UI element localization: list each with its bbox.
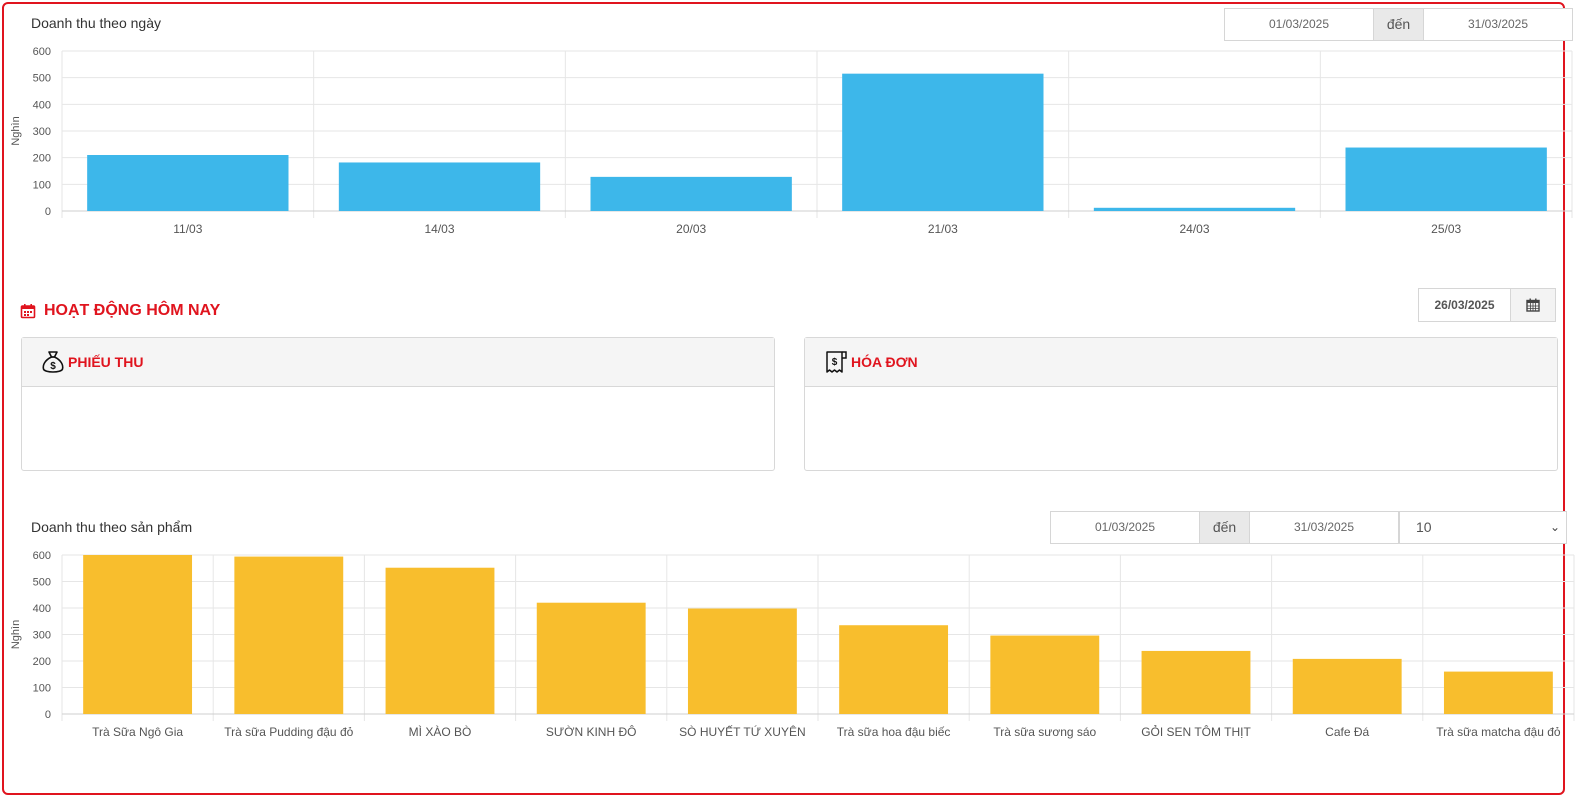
product-date-separator: đến bbox=[1200, 511, 1249, 544]
daily-y-tick-label: 400 bbox=[33, 99, 51, 111]
daily-x-tick-label: 14/03 bbox=[424, 222, 454, 236]
product-bar bbox=[1141, 650, 1251, 714]
daily-revenue-chart: 0 100 200 300 400 500 600 11/03 14/03 20/03 21/03 2… bbox=[10, 46, 1573, 236]
daily-y-tick-label: 300 bbox=[33, 126, 51, 138]
product-chart-title: Doanh thu theo sản phẩm bbox=[31, 519, 193, 535]
daily-y-tick-label: 500 bbox=[33, 73, 51, 85]
product-y-tick-label: 100 bbox=[33, 683, 51, 695]
invoice-icon: $ bbox=[823, 349, 849, 375]
daily-chart-title: Doanh thu theo ngày bbox=[31, 15, 161, 31]
product-y-tick-label: 300 bbox=[33, 630, 51, 642]
product-bar bbox=[1443, 671, 1553, 714]
invoices-title: HÓA ĐƠN bbox=[851, 354, 918, 370]
product-y-tick-label: 500 bbox=[33, 577, 51, 589]
daily-x-tick-label: 21/03 bbox=[928, 222, 958, 236]
daily-y-tick-label: 600 bbox=[33, 46, 51, 58]
daily-y-axis-title: Nghìn bbox=[10, 116, 22, 145]
today-activity-title: HOẠT ĐỘNG HÔM NAY bbox=[44, 302, 221, 319]
calendar-icon bbox=[1526, 298, 1540, 312]
daily-bar bbox=[87, 155, 289, 211]
product-y-tick-label: 200 bbox=[33, 656, 51, 668]
product-x-tick-label: GỎI SEN TÔM THỊT bbox=[1141, 724, 1251, 739]
product-bar bbox=[83, 555, 193, 714]
product-x-tick-label: SƯỜN KINH ĐÔ bbox=[546, 724, 637, 739]
product-x-tick-label: SÒ HUYẾT TỨ XUYÊN bbox=[679, 724, 806, 739]
top-limit-select[interactable]: 10 ⌄ bbox=[1399, 511, 1567, 544]
daily-bar bbox=[1093, 207, 1296, 211]
product-bar bbox=[687, 608, 797, 714]
daily-bar bbox=[842, 73, 1044, 211]
product-bar bbox=[1292, 658, 1402, 714]
product-revenue-chart: 0 100 200 300 400 500 600 Trà Sữa Ngô Gia Trà sữ… bbox=[10, 550, 1575, 739]
product-x-tick-label: Cafe Đá bbox=[1325, 725, 1369, 739]
daily-bar bbox=[590, 176, 792, 211]
product-x-tick-label: Trà sữa Pudding đậu đỏ bbox=[224, 725, 353, 739]
daily-date-from-input[interactable]: 01/03/2025 bbox=[1224, 8, 1374, 41]
product-bar bbox=[234, 556, 344, 714]
top-limit-value: 10 bbox=[1416, 519, 1432, 535]
invoices-panel-header: $ HÓA ĐƠN bbox=[805, 338, 1557, 387]
daily-bar bbox=[1345, 147, 1547, 211]
product-x-tick-label: Trà sữa hoa đậu biếc bbox=[837, 725, 951, 739]
calendar-icon bbox=[20, 303, 36, 319]
daily-y-tick-label: 0 bbox=[45, 206, 51, 218]
daily-bar bbox=[338, 162, 541, 211]
svg-text:$: $ bbox=[832, 357, 838, 368]
daily-x-tick-label: 11/03 bbox=[173, 222, 202, 236]
daily-date-separator: đến bbox=[1374, 8, 1423, 41]
chevron-down-icon: ⌄ bbox=[1549, 520, 1560, 534]
product-x-tick-label: Trà sữa matcha đậu đỏ bbox=[1436, 725, 1561, 739]
daily-y-tick-label: 100 bbox=[33, 179, 51, 191]
product-bar bbox=[536, 602, 646, 714]
product-date-range: 01/03/2025 đến 31/03/2025 10 ⌄ bbox=[1050, 511, 1567, 544]
daily-date-range: 01/03/2025 đến 31/03/2025 bbox=[1224, 8, 1573, 41]
daily-x-tick-label: 25/03 bbox=[1431, 222, 1461, 236]
product-bar bbox=[385, 567, 495, 714]
product-date-to-input[interactable]: 31/03/2025 bbox=[1249, 511, 1399, 544]
svg-text:$: $ bbox=[50, 361, 56, 372]
invoices-panel: $ HÓA ĐƠN bbox=[804, 337, 1558, 471]
daily-x-tick-label: 24/03 bbox=[1179, 222, 1209, 236]
product-x-tick-label: Trà sữa sương sáo bbox=[993, 725, 1096, 739]
money-bag-icon: $ bbox=[40, 349, 66, 375]
product-x-tick-label: MÌ XÀO BÒ bbox=[409, 724, 472, 739]
daily-x-tick-label: 20/03 bbox=[676, 222, 706, 236]
product-y-tick-label: 0 bbox=[45, 709, 51, 721]
product-bar bbox=[839, 625, 949, 714]
receipts-panel: $ PHIẾU THU bbox=[21, 337, 775, 471]
receipts-title: PHIẾU THU bbox=[68, 354, 144, 370]
today-activity-header: HOẠT ĐỘNG HÔM NAY bbox=[20, 302, 220, 320]
product-y-axis-title: Nghìn bbox=[10, 620, 22, 649]
product-y-tick-label: 600 bbox=[33, 550, 51, 562]
receipts-panel-header: $ PHIẾU THU bbox=[22, 338, 774, 387]
calendar-button[interactable] bbox=[1510, 288, 1556, 322]
product-x-tick-label: Trà Sữa Ngô Gia bbox=[92, 725, 183, 739]
product-bar bbox=[990, 635, 1100, 714]
today-date-input[interactable]: 26/03/2025 bbox=[1418, 288, 1510, 322]
product-date-from-input[interactable]: 01/03/2025 bbox=[1050, 511, 1200, 544]
daily-date-to-input[interactable]: 31/03/2025 bbox=[1423, 8, 1573, 41]
today-date-picker: 26/03/2025 bbox=[1418, 288, 1556, 322]
product-y-tick-label: 400 bbox=[33, 603, 51, 615]
daily-y-tick-label: 200 bbox=[33, 153, 51, 165]
